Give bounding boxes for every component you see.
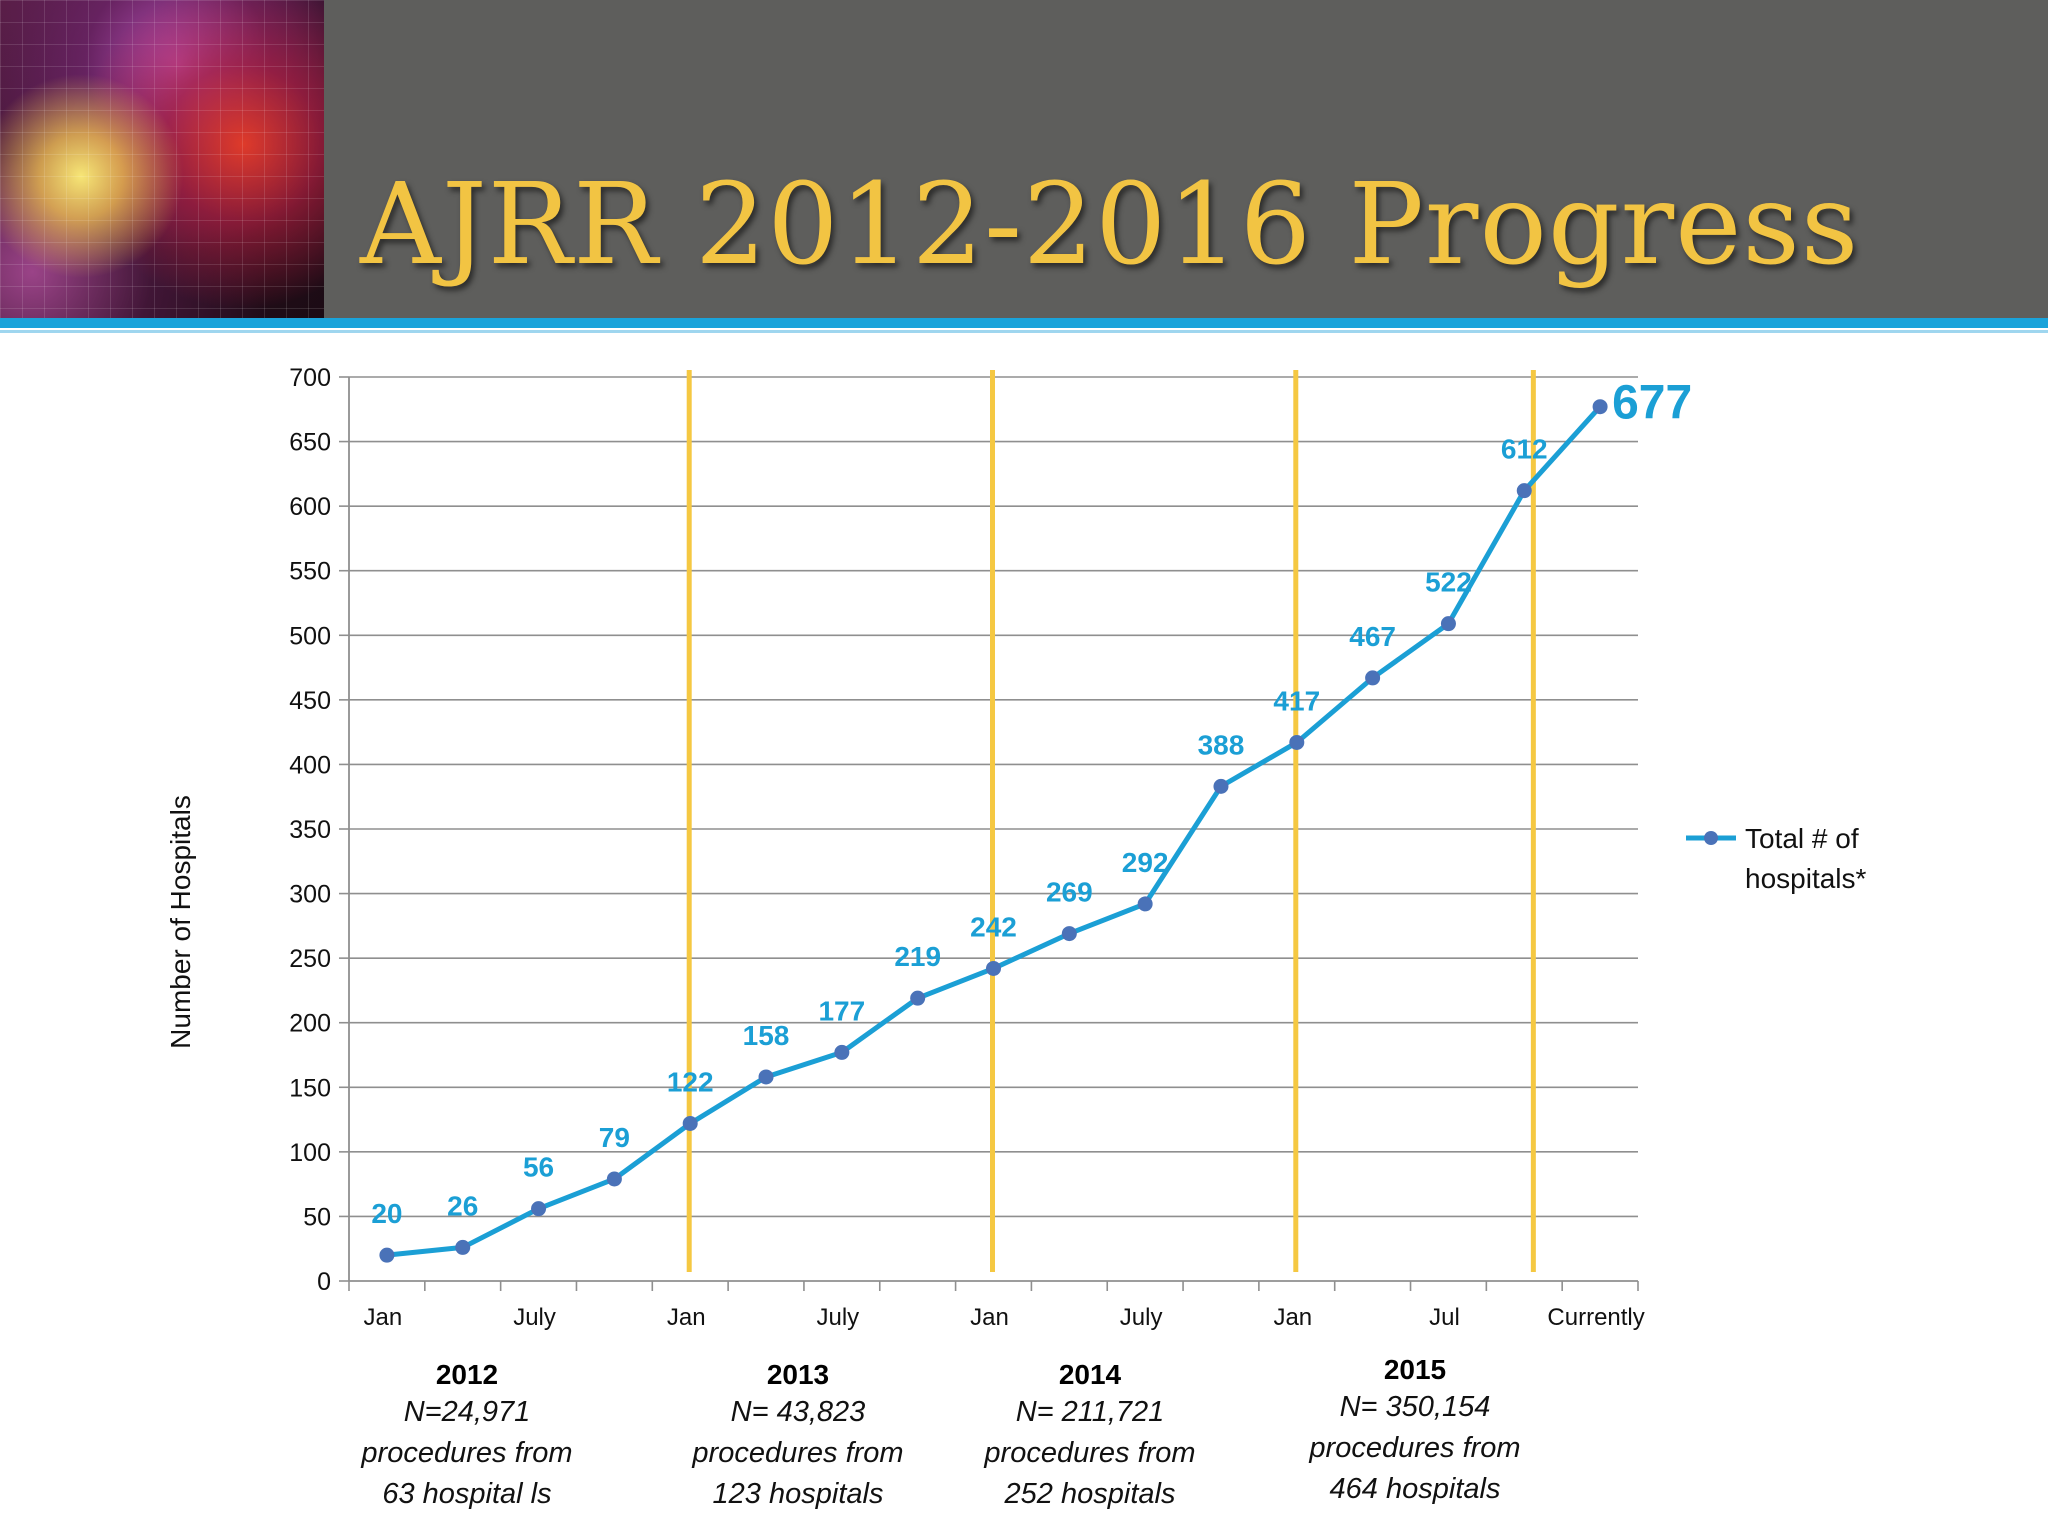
axes: [339, 376, 1639, 1291]
x-tick-label: Jan: [667, 1304, 706, 1331]
data-label: 20: [371, 1198, 402, 1229]
data-point: [531, 1201, 547, 1217]
data-point: [1137, 896, 1153, 912]
year-procedures-from: procedures from: [361, 1437, 573, 1469]
data-label: 467: [1349, 621, 1396, 652]
legend-label-line2: hospitals*: [1745, 863, 1867, 894]
data-label: 219: [894, 941, 941, 972]
y-tick-label: 150: [289, 1074, 331, 1102]
data-point: [606, 1171, 622, 1187]
data-labels: 20 26 56 79 122 158 177 219 242 269 292 388 417 467 52…: [371, 377, 1692, 1229]
data-point: [1516, 483, 1532, 499]
slide-header: AJRR 2012-2016 Progress: [0, 0, 2048, 320]
x-tick-label: Jul: [1429, 1304, 1460, 1331]
data-point: [1440, 616, 1456, 632]
slide-title: AJRR 2012-2016 Progress: [360, 160, 1860, 290]
data-point: [1061, 926, 1077, 942]
y-tick-label: 550: [289, 558, 331, 586]
data-point: [1592, 399, 1608, 415]
y-tick-label: 200: [289, 1010, 331, 1038]
legend-swatch-marker: [1704, 831, 1718, 845]
data-label: 158: [743, 1020, 790, 1051]
x-tick-label: Jan: [970, 1304, 1009, 1331]
data-point: [834, 1044, 850, 1060]
year-procedures-from: procedures from: [692, 1437, 904, 1469]
data-point: [986, 960, 1001, 976]
year-procedures-from: procedures from: [984, 1437, 1196, 1469]
data-label: 677: [1612, 377, 1692, 430]
y-tick-label: 700: [289, 364, 331, 392]
data-label: 56: [523, 1152, 554, 1183]
x-tick-label: Currently: [1547, 1304, 1644, 1331]
year-summary-2013: 2013 N= 43,823 procedures from 123 hospi…: [663, 1358, 933, 1515]
data-point: [910, 990, 926, 1006]
data-label: 612: [1501, 434, 1548, 465]
y-tick-label: 450: [289, 687, 331, 715]
year-hospitals-count: 252 hospitals: [1004, 1478, 1176, 1510]
y-tick-label: 650: [289, 429, 331, 457]
data-point: [682, 1115, 698, 1131]
hip-joint-xray-art: [0, 0, 324, 320]
year-label: 2013: [766, 1359, 830, 1390]
y-tick-label: 50: [303, 1203, 331, 1231]
year-summary-2014: 2014 N= 211,721 procedures from 252 hosp…: [955, 1358, 1225, 1515]
x-tick-label: July: [513, 1304, 556, 1331]
year-procedures-count: N= 211,721: [1015, 1396, 1165, 1428]
hospitals-line-chart: 0 50 100 150 200 250 300 350 400 450 500 550 600 650 7…: [165, 364, 1867, 1331]
y-tick-label: 500: [289, 622, 331, 650]
data-point: [758, 1069, 774, 1085]
data-points: [379, 399, 1608, 1263]
year-label: 2014: [1058, 1359, 1122, 1390]
y-tick-label: 300: [289, 881, 331, 909]
legend: Total # of hospitals*: [1686, 823, 1867, 894]
year-procedures-count: N=24,971: [403, 1396, 531, 1428]
data-label: 388: [1198, 729, 1245, 760]
year-hospitals-count: 123 hospitals: [712, 1478, 884, 1510]
x-tick-label: July: [817, 1304, 860, 1331]
y-axis-title: Number of Hospitals: [165, 795, 196, 1049]
data-label: 269: [1046, 877, 1093, 908]
data-point: [455, 1239, 471, 1255]
legend-label-line1: Total # of: [1745, 823, 1859, 854]
data-label: 26: [447, 1190, 478, 1221]
y-tick-label: 100: [289, 1139, 331, 1167]
header-accent-rule-light: [0, 330, 2048, 333]
year-label: 2012: [435, 1359, 499, 1390]
year-hospitals-count: 464 hospitals: [1329, 1473, 1501, 1505]
year-summary-2012: 2012 N=24,971 procedures from 63 hospita…: [332, 1358, 602, 1515]
x-tick-labels: Jan July Jan July Jan July Jan Jul Currently: [364, 1304, 1645, 1331]
data-point: [1289, 734, 1305, 750]
x-tick-label: July: [1120, 1304, 1163, 1331]
y-tick-label: 400: [289, 751, 331, 779]
y-tick-label: 0: [317, 1268, 331, 1296]
data-label: 292: [1122, 847, 1169, 878]
year-procedures-count: N= 43,823: [730, 1396, 866, 1428]
year-procedures-count: N= 350,154: [1339, 1391, 1491, 1423]
year-procedures-from: procedures from: [1309, 1432, 1521, 1464]
data-point: [1365, 670, 1381, 686]
header-accent-rule: [0, 318, 2048, 328]
year-hospitals-count: 63 hospital ls: [382, 1478, 552, 1510]
y-tick-label: 250: [289, 945, 331, 973]
data-label: 177: [818, 995, 865, 1026]
data-label: 522: [1425, 567, 1472, 598]
data-point: [379, 1247, 395, 1263]
data-label: 122: [667, 1066, 714, 1097]
y-tick-label: 350: [289, 816, 331, 844]
header-art-grid-overlay: [0, 0, 324, 320]
year-summary-2015: 2015 N= 350,154 procedures from 464 hosp…: [1280, 1353, 1550, 1510]
y-tick-labels: 0 50 100 150 200 250 300 350 400 450 500 550 600 650 7…: [289, 364, 331, 1296]
x-tick-label: Jan: [364, 1304, 403, 1331]
data-label: 417: [1273, 685, 1320, 716]
data-point: [1213, 778, 1229, 794]
data-label: 79: [599, 1122, 630, 1153]
y-tick-label: 600: [289, 493, 331, 521]
year-boundary-markers: [686, 370, 1536, 1272]
x-tick-label: Jan: [1273, 1304, 1312, 1331]
data-label: 242: [970, 911, 1017, 942]
year-label: 2015: [1383, 1354, 1447, 1385]
